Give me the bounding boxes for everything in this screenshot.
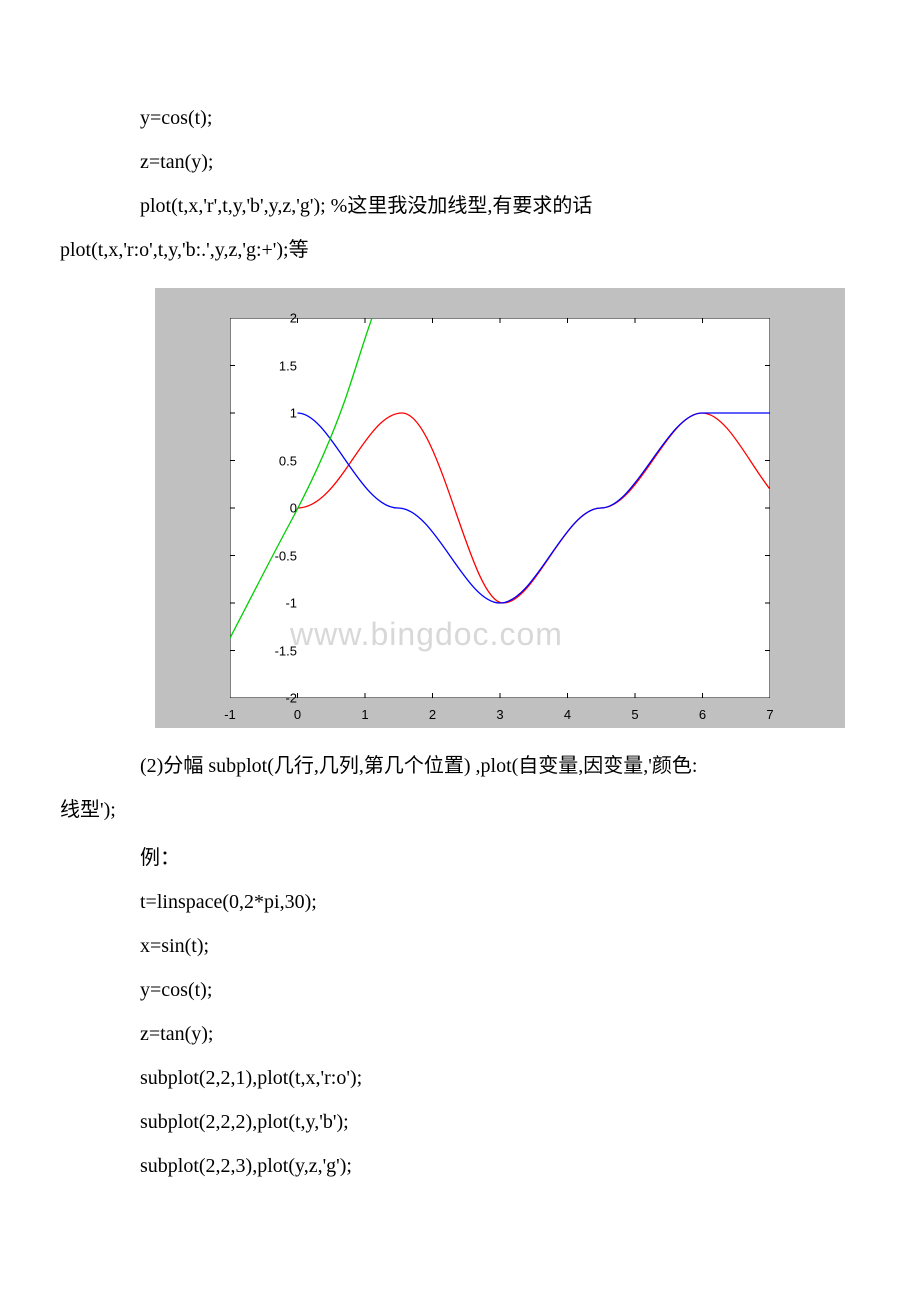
series-sin [298, 413, 771, 603]
x-tick-label: 1 [361, 703, 368, 726]
x-tick-label: 0 [294, 703, 301, 726]
y-tick-label: -1 [285, 591, 297, 614]
code-line-plot1-cont: plot(t,x,'r:o',t,y,'b:.',y,z,'g:+');等 [60, 232, 860, 268]
y-tick-label: 2 [290, 306, 297, 329]
y-tick-label: -1.5 [275, 639, 297, 662]
code-x-sin: x=sin(t); [140, 928, 860, 964]
series-cos [298, 413, 771, 603]
code-z-tan: z=tan(y); [140, 1016, 860, 1052]
y-tick-label: 1 [290, 401, 297, 424]
section-2-text: (2)分幅 subplot(几行,几列,第几个位置) ,plot(自变量,因变量… [140, 748, 860, 784]
x-tick-label: 5 [631, 703, 638, 726]
y-tick-label: 0 [290, 496, 297, 519]
x-tick-label: 2 [429, 703, 436, 726]
section-2-text-cont: 线型'); [60, 792, 860, 828]
x-tick-label: 6 [699, 703, 706, 726]
x-tick-label: 7 [766, 703, 773, 726]
chart-curves [230, 318, 770, 698]
code-linspace: t=linspace(0,2*pi,30); [140, 884, 860, 920]
x-tick-label: -1 [224, 703, 236, 726]
plot-area: www.bingdoc.com [230, 318, 770, 698]
y-tick-label: 0.5 [279, 449, 297, 472]
matlab-figure: www.bingdoc.com -2-1.5-1-0.500.511.52 -1… [155, 288, 845, 728]
x-tick-label: 3 [496, 703, 503, 726]
y-tick-label: 1.5 [279, 354, 297, 377]
code-line-z: z=tan(y); [140, 144, 860, 180]
code-subplot3: subplot(2,2,3),plot(y,z,'g'); [140, 1148, 860, 1184]
example-label: 例： [140, 840, 860, 876]
x-tick-label: 4 [564, 703, 571, 726]
code-subplot1: subplot(2,2,1),plot(t,x,'r:o'); [140, 1060, 860, 1096]
code-y-cos: y=cos(t); [140, 972, 860, 1008]
y-tick-label: -0.5 [275, 544, 297, 567]
code-line-plot1: plot(t,x,'r',t,y,'b',y,z,'g'); %这里我没加线型,… [140, 188, 860, 224]
code-subplot2: subplot(2,2,2),plot(t,y,'b'); [140, 1104, 860, 1140]
code-line-y: y=cos(t); [140, 100, 860, 136]
series-tan [230, 318, 372, 638]
